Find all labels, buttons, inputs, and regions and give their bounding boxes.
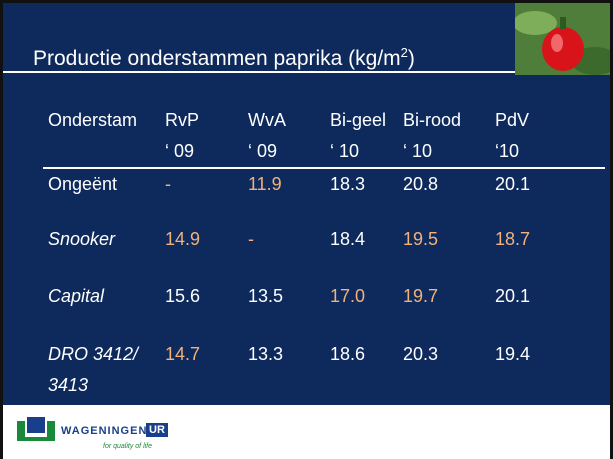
logo-box: UR bbox=[146, 423, 168, 437]
cell: 20.1 bbox=[495, 286, 531, 306]
cell: - bbox=[165, 174, 171, 194]
logo-icon bbox=[17, 417, 55, 441]
footer: WAGENINGEN UR for quality of life bbox=[3, 405, 610, 459]
column-header: WvA bbox=[248, 110, 286, 130]
column-header: PdV bbox=[495, 110, 530, 130]
tagline: for quality of life bbox=[103, 443, 153, 450]
cell: 18.4 bbox=[330, 229, 366, 249]
cell: 17.0 bbox=[330, 286, 366, 306]
row-label: DRO 3412/ 3413 bbox=[48, 344, 139, 395]
column-header: Bi-rood bbox=[403, 110, 462, 130]
cell: 11.9 bbox=[248, 174, 282, 194]
row-label: Ongeënt bbox=[48, 174, 118, 194]
column-header: ‘ 09 bbox=[248, 141, 278, 161]
title-rule bbox=[3, 71, 515, 73]
cell: - bbox=[248, 229, 254, 249]
logo-text: WAGENINGEN bbox=[61, 425, 148, 437]
pepper-image bbox=[515, 3, 610, 75]
cell: 18.3 bbox=[330, 174, 366, 194]
cell: 19.7 bbox=[403, 286, 439, 306]
cell: 19.5 bbox=[403, 229, 439, 249]
cell: 13.5 bbox=[248, 286, 284, 306]
cell: 19.4 bbox=[495, 344, 531, 364]
title: Productie onderstammen paprika (kg/m2) bbox=[33, 45, 415, 71]
title-end: ) bbox=[407, 47, 415, 70]
column-header: ‘ 10 bbox=[330, 141, 360, 161]
cell: 20.8 bbox=[403, 174, 439, 194]
column-header: ‘ 09 bbox=[165, 141, 195, 161]
cell: 13.3 bbox=[248, 344, 284, 364]
column-header: Onderstam bbox=[48, 110, 138, 130]
cell: 20.3 bbox=[403, 344, 439, 364]
column-header: ‘10 bbox=[495, 141, 520, 161]
cell: 20.1 bbox=[495, 174, 531, 194]
column-header: ‘ 10 bbox=[403, 141, 433, 161]
cell: 14.9 bbox=[165, 229, 201, 249]
row-label: Snooker bbox=[48, 229, 116, 249]
cell: 14.7 bbox=[165, 344, 201, 364]
title-sup: 2 bbox=[400, 45, 408, 60]
column-header: RvP bbox=[165, 110, 200, 130]
column-header: Bi-geel bbox=[330, 110, 387, 130]
cell: 18.6 bbox=[330, 344, 366, 364]
cell: 18.7 bbox=[495, 229, 531, 249]
title-text: Productie onderstammen paprika (kg/m bbox=[33, 47, 401, 70]
cell: 15.6 bbox=[165, 286, 201, 306]
row-label: Capital bbox=[48, 286, 105, 306]
header-rule bbox=[43, 167, 605, 169]
